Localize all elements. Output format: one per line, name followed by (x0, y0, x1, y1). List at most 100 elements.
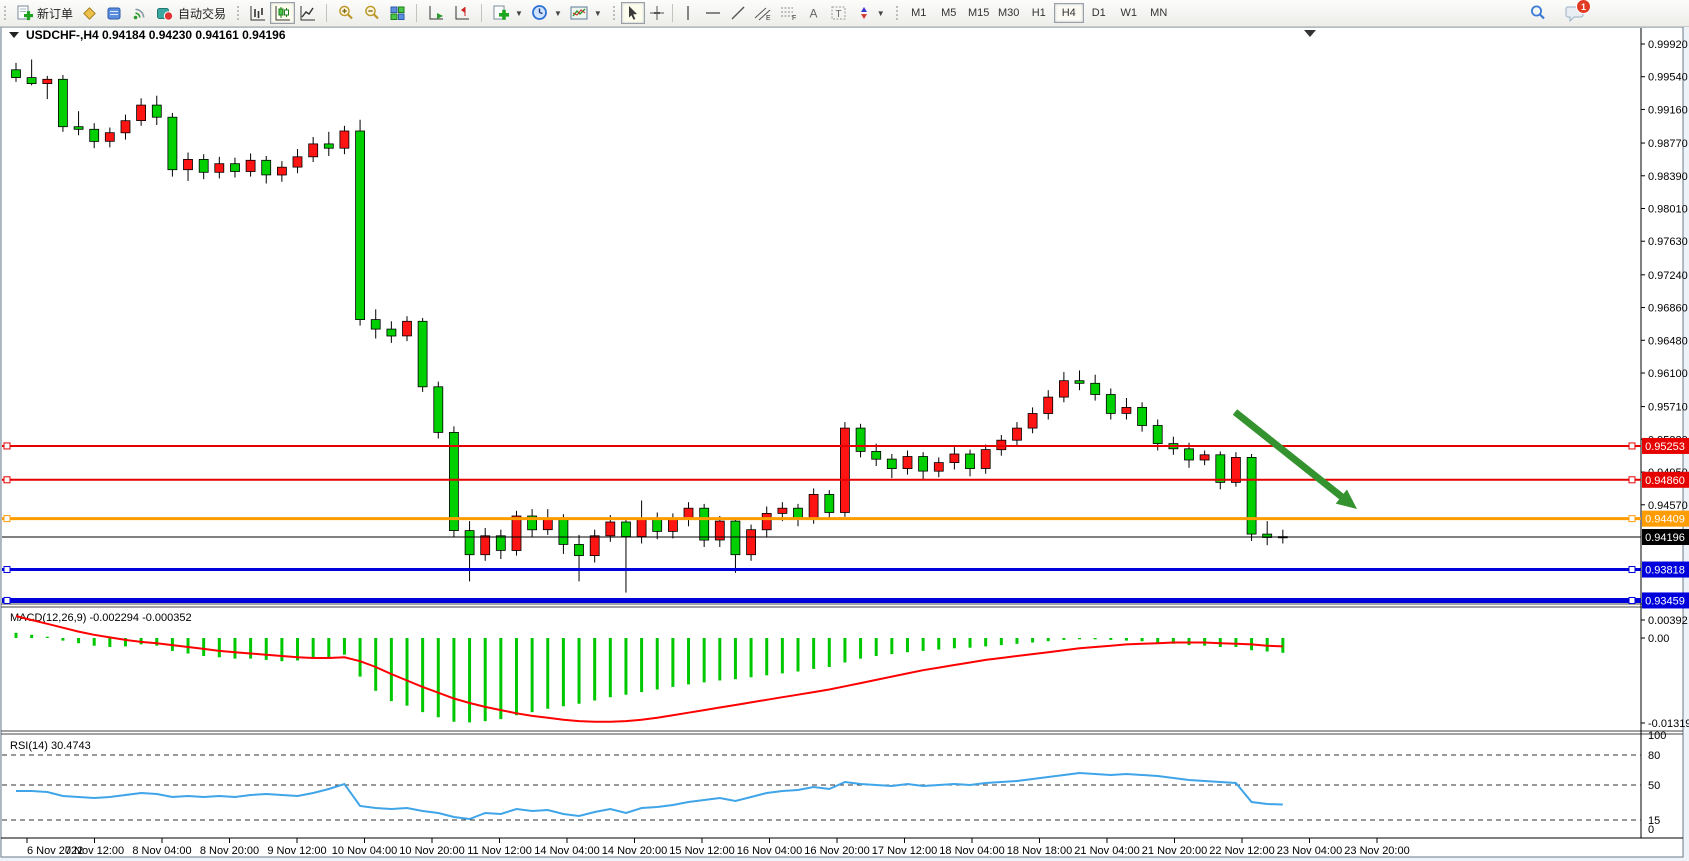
candle (542, 519, 553, 531)
timeframe-w1-button[interactable]: W1 (1114, 3, 1144, 23)
candle (104, 132, 115, 142)
templates-button[interactable]: ▼ (566, 2, 606, 24)
signals-button[interactable] (127, 2, 152, 24)
toolbar-grip[interactable] (235, 4, 241, 22)
market-watch-button[interactable] (77, 2, 102, 24)
candle (808, 493, 819, 519)
candle (918, 456, 928, 472)
timeframe-mn-button[interactable]: MN (1144, 3, 1174, 23)
macd-tick-label: 0.00392 (1648, 615, 1688, 627)
timeframe-d1-button[interactable]: D1 (1084, 3, 1114, 23)
line-anchor[interactable] (3, 442, 11, 450)
cursor-tool-button[interactable] (620, 2, 645, 24)
candle (1199, 454, 1210, 461)
rsi-tick-label: 15 (1648, 815, 1660, 827)
candle (980, 449, 991, 469)
tile-windows-button[interactable] (385, 2, 410, 24)
candle (386, 328, 397, 337)
line-anchor[interactable] (1628, 442, 1636, 450)
candle (652, 518, 663, 532)
candle (746, 529, 756, 556)
candlestick-chart-button[interactable] (270, 2, 296, 24)
timeframe-m5-button[interactable]: M5 (934, 3, 964, 23)
candle (511, 515, 522, 551)
trend-arrow-head[interactable] (1335, 489, 1357, 509)
rsi-tick-label: 80 (1648, 750, 1660, 762)
toolbar-right-group: 1 (1525, 0, 1689, 24)
toolbar-grip[interactable] (2, 4, 7, 22)
line-chart-button[interactable] (295, 2, 320, 24)
timeframe-m30-button[interactable]: M30 (994, 3, 1024, 23)
bar-chart-icon (250, 5, 266, 20)
periods-button[interactable]: ▼ (527, 2, 566, 24)
bar-chart-button[interactable] (245, 2, 270, 24)
vertical-line-tool-button[interactable] (676, 2, 700, 24)
candle (120, 120, 131, 134)
autotrading-label: 自动交易 (178, 6, 227, 21)
price-tick-label: 0.98770 (1648, 138, 1688, 150)
notifications-button[interactable]: 1 (1565, 0, 1591, 22)
candle (1121, 406, 1132, 414)
search-button[interactable] (1525, 2, 1551, 24)
autotrading-button[interactable]: 自动交易 (152, 2, 230, 24)
data-window-button[interactable] (102, 2, 127, 24)
candle (42, 78, 53, 85)
timeframe-h1-button[interactable]: H1 (1024, 3, 1054, 23)
channel-tool-button[interactable]: E (750, 2, 776, 24)
time-tick-label: 7 Nov 12:00 (65, 845, 124, 857)
chart-shift-marker[interactable] (1304, 30, 1316, 37)
new-order-button[interactable]: 新订单 (12, 2, 77, 24)
trend-arrow-shaft[interactable] (1232, 409, 1349, 504)
indicators-button[interactable]: ▼ (488, 2, 527, 24)
candle (339, 130, 350, 149)
line-anchor[interactable] (3, 476, 11, 484)
fibonacci-tool-button[interactable]: F (776, 2, 802, 24)
line-anchor[interactable] (1628, 476, 1636, 484)
toolbar-grip[interactable] (893, 4, 899, 22)
price-tick-label: 0.99920 (1648, 39, 1688, 51)
candle (495, 535, 506, 551)
price-tag (1642, 561, 1689, 578)
candle (840, 427, 850, 513)
time-tick-label: 15 Nov 12:00 (669, 845, 734, 857)
candle (621, 521, 631, 538)
line-anchor[interactable] (3, 515, 11, 523)
text-tool-button[interactable]: A (802, 2, 826, 24)
price-tag (1642, 528, 1689, 545)
chart-title: USDCHF-,H4 0.94184 0.94230 0.94161 0.941… (26, 28, 286, 42)
price-tag (1642, 592, 1689, 609)
horizontal-line-tool-button[interactable] (700, 2, 726, 24)
price-tick-label: 0.94570 (1648, 500, 1688, 512)
symbol-dropdown-icon[interactable] (9, 32, 19, 38)
scroll-group (420, 0, 478, 26)
toolbar-grip[interactable] (610, 4, 616, 22)
zoom-in-button[interactable] (333, 2, 359, 24)
trendline-tool-button[interactable] (726, 2, 750, 24)
line-anchor[interactable] (3, 566, 11, 574)
chart-shift-button[interactable] (449, 2, 475, 24)
timeframe-m15-button[interactable]: M15 (964, 3, 994, 23)
chart-shift-icon (455, 5, 470, 19)
arrows-tool-button[interactable]: ▼ (852, 2, 889, 24)
timeframe-m1-button[interactable]: M1 (904, 3, 934, 23)
crosshair-tool-button[interactable] (645, 2, 669, 24)
line-anchor[interactable] (1628, 515, 1636, 523)
time-tick-label: 22 Nov 12:00 (1209, 845, 1274, 857)
time-tick-label: 8 Nov 20:00 (200, 845, 259, 857)
time-tick-label: 21 Nov 20:00 (1142, 845, 1207, 857)
equidistant-channel-icon: E (754, 7, 771, 21)
auto-scroll-icon (429, 5, 444, 19)
line-anchor[interactable] (3, 596, 11, 604)
data-window-icon (107, 7, 121, 19)
line-anchor[interactable] (1628, 566, 1636, 574)
candle (761, 513, 772, 531)
candle (73, 126, 84, 130)
text-label-tool-button[interactable]: T (826, 2, 852, 24)
timeframe-h4-button[interactable]: H4 (1053, 3, 1084, 23)
candle (464, 530, 475, 556)
candle (730, 520, 741, 556)
auto-scroll-button[interactable] (423, 2, 449, 24)
zoom-out-button[interactable] (359, 2, 385, 24)
line-anchor[interactable] (1628, 596, 1636, 604)
